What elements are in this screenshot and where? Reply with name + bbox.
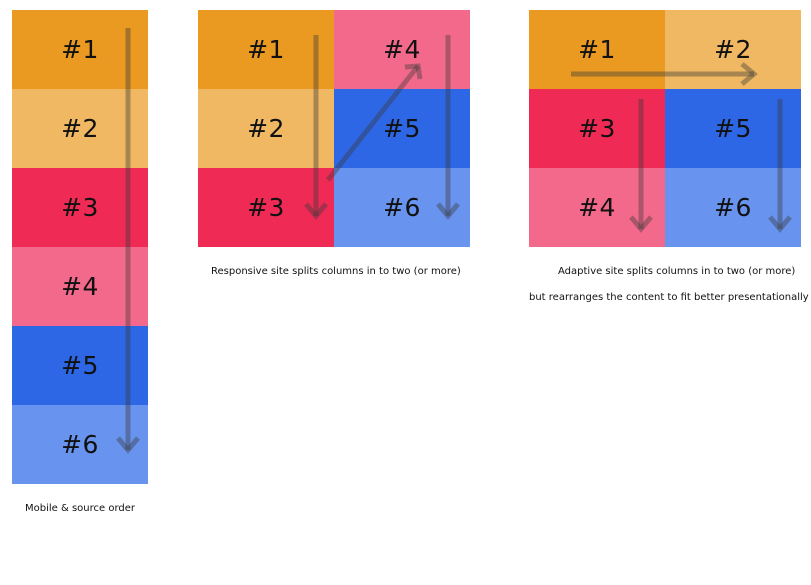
responsive-block-3: #3	[198, 168, 334, 247]
mobile-block-1: #1	[12, 10, 148, 89]
adaptive-caption-line2: but rearranges the content to fit better…	[529, 292, 809, 303]
mobile-block-2: #2	[12, 89, 148, 168]
responsive-block-5: #5	[334, 89, 470, 168]
block-label: #6	[383, 193, 421, 222]
block-label: #5	[714, 114, 752, 143]
adaptive-block-3: #3	[529, 89, 665, 168]
block-label: #1	[578, 35, 616, 64]
block-label: #5	[61, 351, 99, 380]
responsive-caption: Responsive site splits columns in to two…	[211, 266, 461, 277]
block-label: #6	[61, 430, 99, 459]
responsive-block-4: #4	[334, 10, 470, 89]
block-label: #1	[247, 35, 285, 64]
block-label: #4	[383, 35, 421, 64]
adaptive-block-1: #1	[529, 10, 665, 89]
block-label: #3	[578, 114, 616, 143]
block-label: #3	[247, 193, 285, 222]
adaptive-caption-line1: Adaptive site splits columns in to two (…	[558, 266, 796, 277]
mobile-layout: #1 #2 #3 #4 #5 #6	[12, 10, 148, 484]
block-label: #2	[61, 114, 99, 143]
block-label: #2	[247, 114, 285, 143]
adaptive-layout: #1 #2 #3 #5 #4 #6	[529, 10, 801, 247]
responsive-block-6: #6	[334, 168, 470, 247]
responsive-layout: #1 #4 #2 #5 #3 #6	[198, 10, 470, 247]
responsive-block-1: #1	[198, 10, 334, 89]
block-label: #5	[383, 114, 421, 143]
adaptive-block-4: #4	[529, 168, 665, 247]
block-label: #3	[61, 193, 99, 222]
block-label: #1	[61, 35, 99, 64]
block-label: #2	[714, 35, 752, 64]
mobile-caption: Mobile & source order	[25, 503, 136, 514]
responsive-block-2: #2	[198, 89, 334, 168]
block-label: #4	[61, 272, 99, 301]
mobile-block-3: #3	[12, 168, 148, 247]
block-label: #6	[714, 193, 752, 222]
adaptive-block-2: #2	[665, 10, 801, 89]
mobile-block-4: #4	[12, 247, 148, 326]
mobile-block-6: #6	[12, 405, 148, 484]
adaptive-block-6: #6	[665, 168, 801, 247]
adaptive-block-5: #5	[665, 89, 801, 168]
mobile-block-5: #5	[12, 326, 148, 405]
block-label: #4	[578, 193, 616, 222]
